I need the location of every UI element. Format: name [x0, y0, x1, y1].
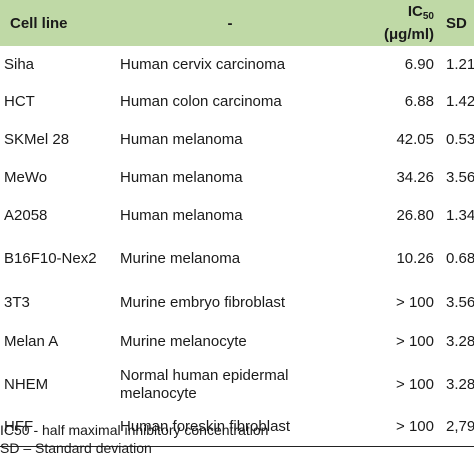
- cell-ic50: 26.80: [396, 207, 434, 224]
- cell-sd: 3.28: [446, 333, 474, 350]
- cell-description: Human colon carcinoma: [120, 93, 282, 110]
- table-row: B16F10-Nex2 Murine melanoma 10.26 0.68: [0, 235, 474, 283]
- table-footnotes: IC50 - half maximal inhibitory concentra…: [0, 421, 268, 457]
- cell-description: Human foreskin fibroblast: [110, 409, 350, 447]
- table-row: Siha Human cervix carcinoma 6.90 1.21: [0, 46, 474, 83]
- table-row: HFF Human foreskin fibroblast > 100 2,79: [0, 409, 474, 447]
- cell-line: Melan A: [4, 333, 59, 350]
- header-cell-line: Cell line: [10, 14, 68, 32]
- cell-ic50: 6.88: [404, 93, 434, 110]
- cytotoxicity-table: Cell line - IC50 (μg/ml) SD Siha Human c…: [0, 0, 474, 447]
- cell-description: Murine embryo fibroblast: [120, 294, 286, 311]
- header-ic50-unit: (μg/ml): [383, 25, 434, 43]
- header-description: -: [227, 14, 233, 32]
- cell-description: Human melanoma: [120, 169, 243, 186]
- table-row: HCT Human colon carcinoma 6.88 1.42: [0, 83, 474, 121]
- cell-line: MeWo: [4, 169, 48, 186]
- cell-description: Human cervix carcinoma: [120, 55, 286, 73]
- cell-ic50: > 100: [350, 409, 440, 447]
- cell-sd: 2,79: [440, 409, 474, 447]
- cell-line: B16F10-Nex2: [4, 250, 97, 267]
- table-row: MeWo Human melanoma 34.26 3.56: [0, 159, 474, 197]
- cell-sd: 3.56: [446, 294, 474, 311]
- cell-description: Normal human epidermal melanocyte: [120, 367, 289, 402]
- cell-description: Human melanoma: [120, 207, 243, 224]
- cell-line: 3T3: [4, 294, 30, 311]
- footnote-ic50: IC50 - half maximal inhibitory concentra…: [0, 422, 269, 438]
- header-ic50: IC50 (μg/ml): [350, 0, 440, 46]
- header-sd: SD: [446, 14, 467, 32]
- cell-ic50: > 100: [396, 333, 434, 350]
- header-ic50-label: IC: [407, 2, 423, 20]
- cell-ic50: 6.90: [404, 55, 434, 73]
- footnote-sd: SD – Standard deviation: [0, 440, 152, 456]
- cell-sd: 0.68: [446, 250, 474, 267]
- cell-line: A2058: [4, 207, 48, 224]
- cell-sd: 0.53: [446, 131, 474, 148]
- table-row: NHEM Normal human epidermal melanocyte >…: [0, 361, 474, 409]
- cell-sd: 3.28: [446, 376, 474, 393]
- cell-ic50: 10.26: [396, 250, 434, 267]
- table-row: A2058 Human melanoma 26.80 1.34: [0, 197, 474, 235]
- header-ic50-subscript: 50: [422, 10, 434, 22]
- cell-ic50: 34.26: [396, 169, 434, 186]
- table-header-row: Cell line - IC50 (μg/ml) SD: [0, 0, 474, 46]
- table-row: 3T3 Murine embryo fibroblast > 100 3.56: [0, 283, 474, 323]
- cell-description: Murine melanoma: [120, 250, 241, 267]
- cell-description: Murine melanocyte: [120, 333, 247, 350]
- cell-line: SKMel 28: [4, 131, 70, 148]
- cell-description: Human melanoma: [120, 131, 243, 148]
- cell-ic50: > 100: [396, 294, 434, 311]
- table-row: SKMel 28 Human melanoma 42.05 0.53: [0, 121, 474, 159]
- cell-sd: 1.34: [446, 207, 474, 224]
- cell-sd: 3.56: [446, 169, 474, 186]
- cell-line: Siha: [4, 55, 35, 73]
- cell-line: HFF: [0, 409, 110, 447]
- cell-ic50: > 100: [396, 376, 434, 393]
- cell-ic50: 42.05: [396, 131, 434, 148]
- table-row: Melan A Murine melanocyte > 100 3.28: [0, 323, 474, 361]
- cell-line: NHEM: [4, 376, 49, 393]
- cell-sd: 1.42: [446, 93, 474, 110]
- cell-sd: 1.21: [446, 55, 474, 73]
- cell-line: HCT: [4, 93, 35, 110]
